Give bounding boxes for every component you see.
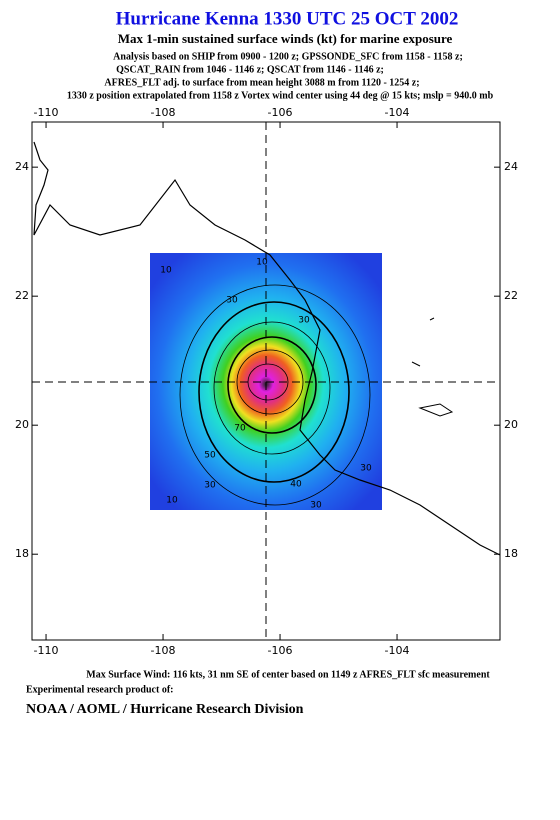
contour-label: 70 xyxy=(234,424,246,434)
y-tick-label: 22 xyxy=(504,289,518,302)
y-tick-label: 18 xyxy=(15,547,29,560)
y-tick-label: 20 xyxy=(15,418,29,431)
contour-label: 30 xyxy=(298,316,310,326)
contours xyxy=(179,284,371,506)
contour-label: 30 xyxy=(204,481,216,491)
title: Hurricane Kenna 1330 UTC 25 OCT 2002 xyxy=(116,8,459,29)
note: AFRES_FLT adj. to surface from mean heig… xyxy=(104,77,419,88)
y-tick-label: 22 xyxy=(15,289,29,302)
footer-note: Experimental research product of: xyxy=(26,684,173,695)
x-tick-label: -106 xyxy=(268,644,293,657)
x-tick-label: -110 xyxy=(34,644,59,657)
x-tick-label: -104 xyxy=(385,644,410,657)
contour-label: 30 xyxy=(360,464,372,474)
islands xyxy=(411,317,454,417)
contour-label: 40 xyxy=(290,480,302,490)
y-tick-label: 24 xyxy=(15,160,29,173)
note: 1330 z position extrapolated from 1158 z… xyxy=(67,90,494,101)
note: Analysis based on SHIP from 0900 - 1200 … xyxy=(113,51,463,62)
x-tick-label: -106 xyxy=(268,106,293,119)
contour-label: 30 xyxy=(226,296,238,306)
contour-label: 10 xyxy=(166,496,178,506)
x-tick-label: -108 xyxy=(151,106,176,119)
y-tick-label: 18 xyxy=(504,547,518,560)
footer-credit: NOAA / AOML / Hurricane Research Divisio… xyxy=(26,702,304,717)
x-tick-label: -104 xyxy=(385,106,410,119)
contour-label: 50 xyxy=(204,451,216,461)
contour-label: 10 xyxy=(256,258,268,268)
contour-label: 30 xyxy=(310,501,322,511)
y-tick-label: 24 xyxy=(504,160,518,173)
x-tick-label: -110 xyxy=(34,106,59,119)
y-tick-label: 20 xyxy=(504,418,518,431)
coastline xyxy=(33,141,501,556)
x-tick-label: -108 xyxy=(151,644,176,657)
footer-note: Max Surface Wind: 116 kts, 31 nm SE of c… xyxy=(86,669,490,680)
contour-label: 10 xyxy=(160,266,172,276)
subtitle: Max 1-min sustained surface winds (kt) f… xyxy=(118,31,453,46)
note: QSCAT_RAIN from 1046 - 1146 z; QSCAT fro… xyxy=(116,64,384,75)
